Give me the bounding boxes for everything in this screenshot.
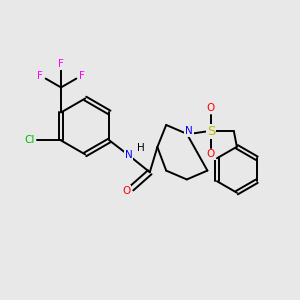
Text: N: N <box>185 126 193 136</box>
Text: H: H <box>137 143 145 153</box>
Text: O: O <box>207 103 215 113</box>
Text: O: O <box>122 186 130 196</box>
Text: F: F <box>79 71 85 81</box>
Text: Cl: Cl <box>24 135 34 146</box>
Text: N: N <box>125 150 133 160</box>
Text: O: O <box>207 149 215 159</box>
Text: F: F <box>38 71 43 81</box>
Text: S: S <box>207 125 215 138</box>
Text: F: F <box>58 59 64 70</box>
